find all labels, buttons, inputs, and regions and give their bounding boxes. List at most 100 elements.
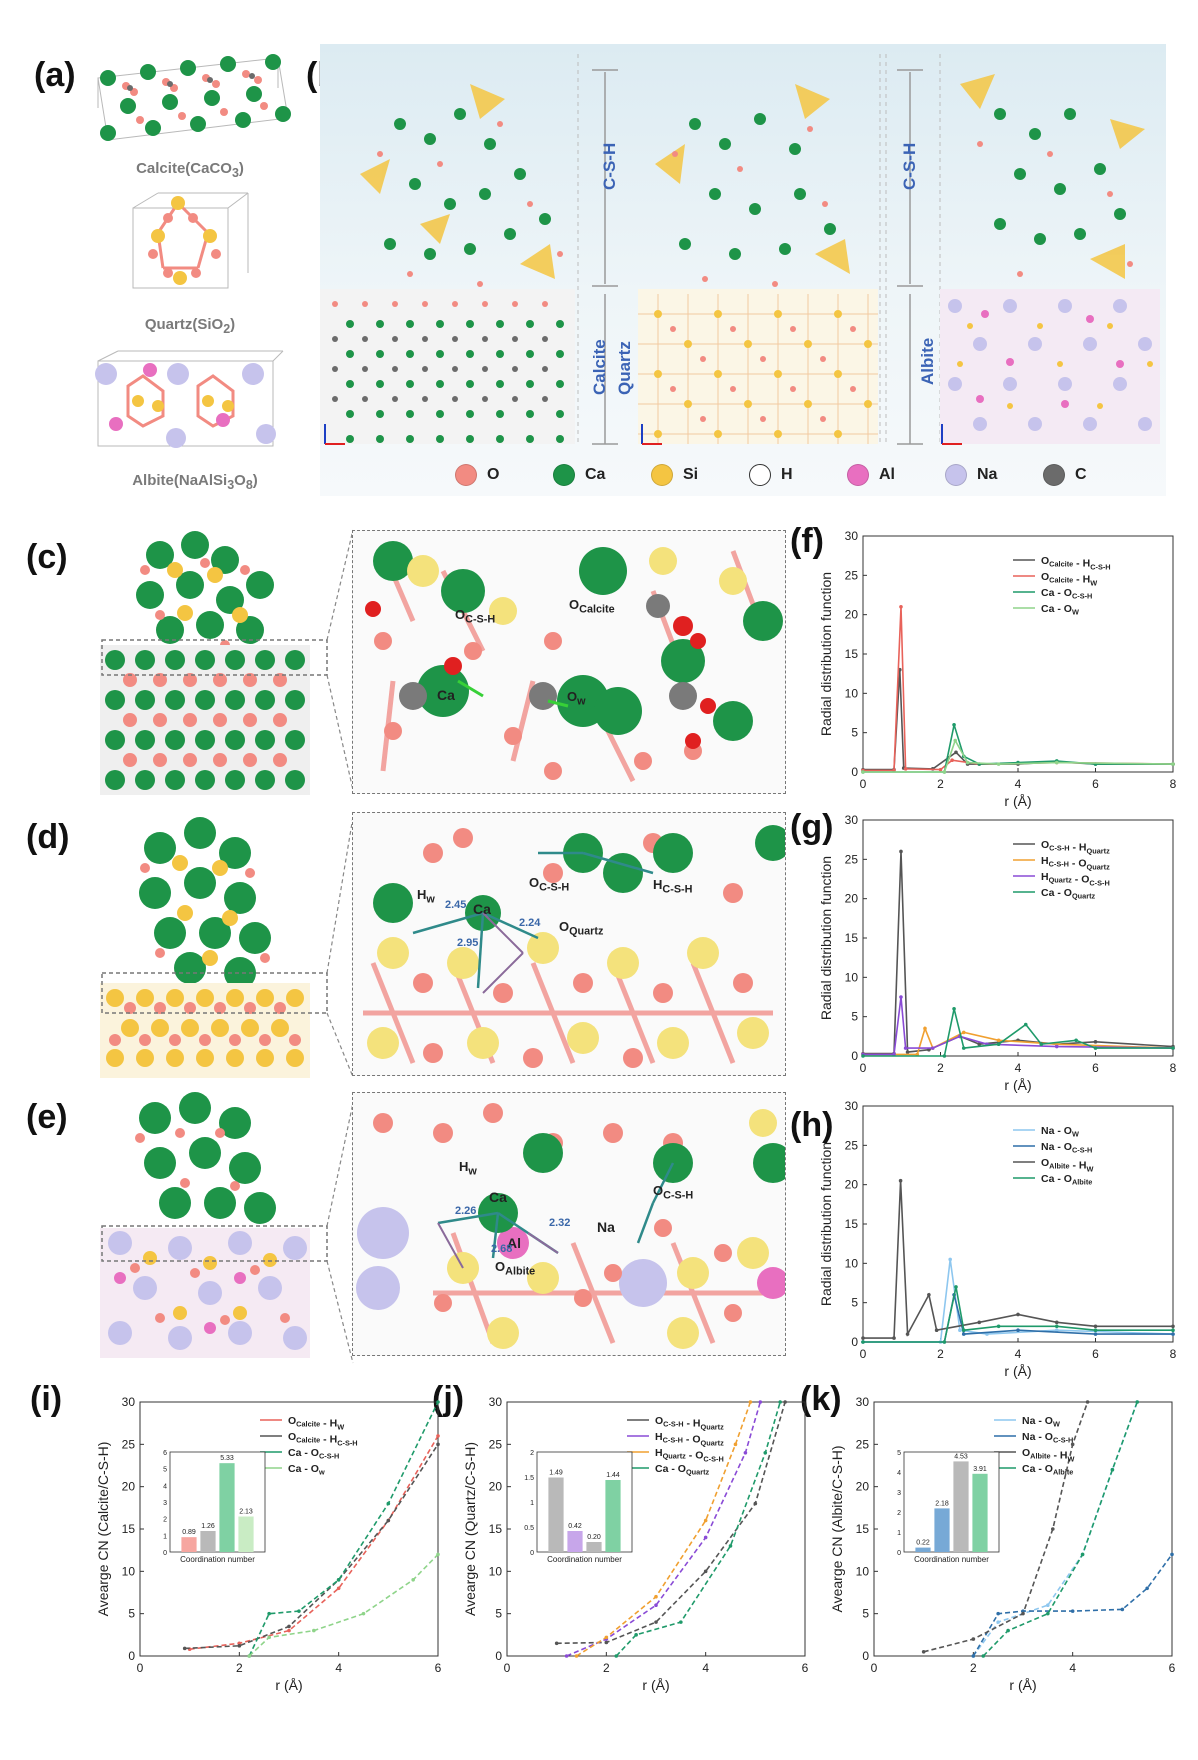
zoom-inset-c: OC-S-H OCalcite Ca Ow — [352, 530, 786, 794]
y-tick-label: 5 — [862, 1607, 869, 1621]
legend-label-1: OCalcite - HC-S-H — [288, 1431, 358, 1447]
y-tick-label: 20 — [122, 1480, 136, 1494]
label-hw-e: Hw — [459, 1159, 477, 1178]
series-point-3 — [411, 1578, 415, 1582]
series-point-0 — [948, 1257, 952, 1262]
series-point-2 — [1085, 1400, 1090, 1404]
series-point-1 — [903, 767, 908, 771]
series-point-2 — [1054, 1044, 1059, 1049]
series-point-1 — [899, 605, 903, 609]
series-point-2 — [934, 1328, 939, 1332]
interface-models-drawing — [320, 54, 1160, 445]
inset-y-tick-label: 6 — [163, 1450, 167, 1457]
inset-y-tick-label: 4 — [897, 1470, 901, 1477]
series-point-3 — [942, 770, 947, 774]
label-o-csh-c: OC-S-H — [455, 607, 496, 626]
y-tick-label: 25 — [845, 852, 859, 866]
inset-bar-2 — [586, 1542, 602, 1552]
legend-label-0: OCalcite - HW — [288, 1415, 344, 1431]
series-point-2 — [861, 1336, 865, 1340]
y-tick-label: 0 — [862, 1649, 869, 1663]
series-point-2 — [654, 1594, 658, 1599]
series-line-2 — [576, 1401, 752, 1657]
inset-y-tick-label: 3 — [163, 1500, 167, 1507]
label-o-csh-d: OC-S-H — [529, 875, 570, 894]
csh-layer-label-1: C-S-H — [600, 142, 619, 190]
albite-layer-label: Albite — [918, 337, 937, 385]
x-tick-label: 4 — [1015, 777, 1022, 791]
series-point-0 — [905, 1050, 910, 1054]
inset-bar-label-1: 0.42 — [568, 1523, 582, 1530]
series-point-3 — [267, 1635, 271, 1640]
series-point-3 — [1046, 1611, 1050, 1616]
y-tick-label: 0 — [851, 765, 858, 779]
legend-label-3: Ca - OAlbite — [1041, 1173, 1092, 1187]
inset-y-tick-label: 0.5 — [524, 1525, 534, 1532]
series-line-3 — [248, 1553, 439, 1657]
inset-y-tick-label: 1 — [163, 1533, 167, 1540]
series-line-0 — [863, 851, 1174, 1055]
series-line-3 — [615, 1401, 781, 1657]
bond-length-e3: 2.68 — [491, 1243, 513, 1255]
legend-label-3: Ca - OQuartz — [1041, 887, 1096, 901]
inset-y-tick-label: 0 — [163, 1550, 167, 1557]
legend-label-3: Ca - Ow — [288, 1463, 325, 1477]
legend-swatch-ca — [553, 464, 575, 486]
inset-bar-label-0: 0.89 — [182, 1529, 196, 1536]
y-tick-label: 30 — [845, 530, 859, 543]
x-tick-label: 6 — [1169, 1661, 1176, 1675]
y-tick-label: 30 — [489, 1396, 503, 1409]
y-tick-label: 25 — [845, 1138, 859, 1152]
label-ca-d: Ca — [473, 901, 491, 917]
series-point-0 — [958, 1328, 962, 1332]
series-point-2 — [1093, 1324, 1098, 1329]
series-point-2 — [1016, 1312, 1020, 1317]
series-point-3 — [996, 1042, 1001, 1046]
legend-label-al: Al — [879, 466, 895, 483]
inset-bar-label-3: 1.44 — [606, 1472, 620, 1479]
series-point-3 — [981, 1654, 986, 1658]
series-point-3 — [436, 1552, 440, 1557]
y-tick-label: 10 — [489, 1564, 503, 1578]
x-tick-label: 2 — [603, 1661, 610, 1675]
label-ca-e: Ca — [489, 1189, 507, 1205]
zoom-inset-d: Hw Ca OC-S-H HC-S-H OQuartz 2.45 2.24 2.… — [352, 812, 786, 1076]
x-tick-label: 4 — [335, 1661, 342, 1675]
series-point-1 — [1120, 1607, 1125, 1612]
y-tick-label: 25 — [856, 1437, 870, 1451]
series-point-3 — [778, 1400, 782, 1404]
legend-label-0: OC-S-H - HQuartz — [655, 1415, 724, 1431]
series-line-1 — [863, 606, 1174, 772]
inset-bar-label-0: 1.49 — [549, 1470, 563, 1477]
series-point-1 — [950, 758, 954, 762]
series-point-2 — [336, 1578, 341, 1582]
series-point-0 — [604, 1640, 609, 1645]
y-tick-label: 15 — [845, 931, 859, 945]
series-point-3 — [952, 1007, 956, 1011]
legend-label-0: OCalcite - HC-S-H — [1041, 555, 1111, 571]
y-tick-label: 15 — [845, 1217, 859, 1231]
label-ca-c: Ca — [437, 687, 455, 703]
series-point-2 — [386, 1501, 391, 1506]
y-tick-label: 15 — [489, 1522, 503, 1536]
series-point-1 — [386, 1518, 391, 1523]
series-point-3 — [1006, 1628, 1010, 1633]
legend-item-ca: Ca — [553, 464, 605, 486]
y-tick-label: 25 — [845, 568, 859, 582]
legend-label-2: OAlbite - HW — [1041, 1157, 1094, 1173]
series-point-0 — [654, 1620, 658, 1624]
zoom-inset-e: Hw Ca OC-S-H Al Na OAlbite 2.26 2.32 2.6… — [352, 1092, 786, 1356]
legend-label-h: H — [781, 466, 793, 483]
series-point-1 — [1016, 1328, 1020, 1332]
inset-y-tick-label: 3 — [897, 1490, 901, 1497]
legend-label-0: Na - OW — [1022, 1415, 1060, 1429]
y-tick-label: 5 — [851, 1010, 858, 1024]
inset-bar-0 — [915, 1547, 931, 1552]
y-tick-label: 5 — [851, 726, 858, 740]
bond-length-d3: 2.95 — [457, 937, 479, 949]
legend-label-2: Ca - OC-S-H — [288, 1447, 339, 1461]
x-tick-label: 0 — [860, 1347, 867, 1361]
inset-bar-label-1: 1.26 — [201, 1523, 215, 1530]
series-point-3 — [1093, 1046, 1098, 1050]
y-tick-label: 0 — [851, 1049, 858, 1063]
